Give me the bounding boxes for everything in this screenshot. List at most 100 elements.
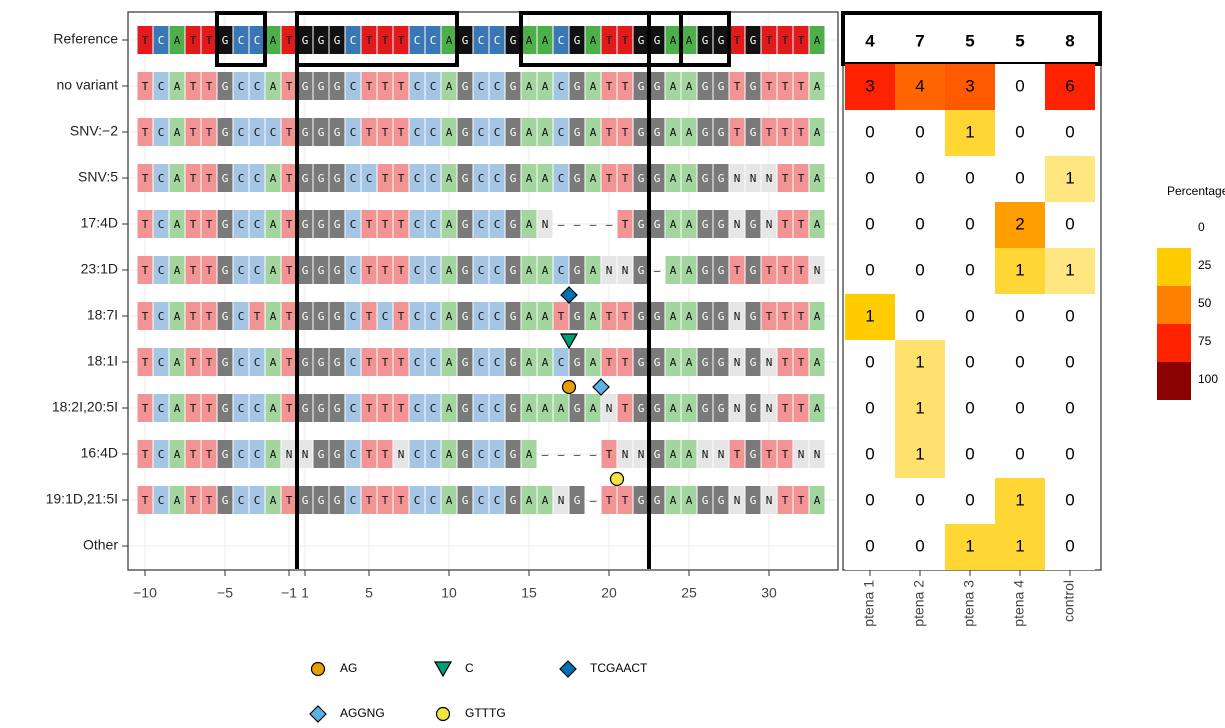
base-letter: A	[446, 126, 453, 139]
base-letter: C	[494, 356, 501, 369]
base-letter: N	[302, 448, 309, 461]
base-letter: G	[318, 34, 325, 47]
x-tick-label: 30	[761, 585, 777, 601]
base-cell	[137, 256, 153, 284]
row-label: 18:7I	[87, 307, 118, 323]
base-cell	[489, 164, 505, 192]
base-cell	[329, 256, 345, 284]
base-letter: A	[526, 34, 533, 47]
base-cell	[441, 26, 457, 54]
base-letter: C	[430, 448, 437, 461]
base-letter: T	[286, 80, 293, 93]
base-letter: G	[510, 34, 517, 47]
base-cell	[713, 486, 729, 514]
base-letter: –	[654, 264, 661, 277]
base-cell	[713, 302, 729, 330]
legend-symbol	[559, 660, 577, 678]
base-cell	[665, 302, 681, 330]
base-letter: T	[206, 264, 213, 277]
heat-cell	[845, 64, 895, 110]
base-cell	[361, 394, 377, 422]
base-cell	[473, 26, 489, 54]
base-cell	[137, 348, 153, 376]
base-letter: C	[478, 310, 485, 323]
base-letter: G	[702, 402, 709, 415]
insertion-marker	[561, 379, 577, 395]
base-letter: A	[814, 402, 821, 415]
base-cell	[297, 72, 313, 100]
base-letter: C	[350, 310, 357, 323]
base-cell	[217, 164, 233, 192]
base-letter: G	[302, 34, 309, 47]
base-letter: A	[446, 494, 453, 507]
base-letter: G	[702, 80, 709, 93]
base-cell	[201, 348, 217, 376]
base-cell	[697, 394, 713, 422]
base-cell	[345, 210, 361, 238]
base-letter: N	[798, 448, 805, 461]
base-cell	[761, 26, 777, 54]
base-letter: A	[590, 126, 597, 139]
base-letter: N	[766, 172, 773, 185]
base-letter: T	[286, 218, 293, 231]
base-letter: G	[318, 356, 325, 369]
base-letter: C	[350, 402, 357, 415]
base-cell	[377, 348, 393, 376]
base-letter: A	[270, 310, 277, 323]
base-cell	[265, 486, 281, 514]
base-letter: A	[542, 402, 549, 415]
base-cell	[569, 72, 585, 100]
base-letter: T	[286, 310, 293, 323]
base-cell	[633, 256, 649, 284]
heat-cell	[1045, 524, 1095, 570]
base-letter: A	[174, 34, 181, 47]
base-cell	[537, 118, 553, 146]
base-cell	[377, 26, 393, 54]
base-cell	[809, 302, 825, 330]
base-cell	[233, 394, 249, 422]
base-letter: T	[206, 80, 213, 93]
count-label: 0	[1065, 398, 1074, 417]
base-cell	[489, 210, 505, 238]
count-label: 0	[865, 536, 874, 555]
base-cell	[457, 486, 473, 514]
base-letter: C	[478, 356, 485, 369]
base-cell	[201, 72, 217, 100]
legend-label: C	[465, 661, 474, 675]
base-cell	[249, 394, 265, 422]
count-label: 1	[1015, 490, 1024, 509]
base-cell	[329, 440, 345, 468]
base-letter: A	[686, 34, 693, 47]
row-label: no variant	[57, 77, 119, 93]
base-cell	[649, 348, 665, 376]
x-tick-label: 1	[301, 585, 309, 601]
count-label: 0	[915, 260, 924, 279]
heat-cell	[945, 386, 995, 432]
base-cell	[713, 210, 729, 238]
row-label: 16:4D	[81, 445, 118, 461]
count-label: 0	[1015, 122, 1024, 141]
base-letter: A	[526, 172, 533, 185]
base-cell	[393, 72, 409, 100]
row-label: Reference	[53, 31, 118, 47]
base-cell	[537, 164, 553, 192]
heat-cell	[1045, 156, 1095, 202]
base-letter: G	[334, 264, 341, 277]
base-cell	[713, 26, 729, 54]
base-cell	[633, 348, 649, 376]
base-cell	[233, 164, 249, 192]
base-letter: T	[798, 34, 805, 47]
base-letter: G	[574, 172, 581, 185]
base-letter: G	[510, 264, 517, 277]
base-cell	[377, 210, 393, 238]
base-letter: C	[478, 448, 485, 461]
legend-tick: 0	[1198, 220, 1205, 234]
base-letter: C	[414, 264, 421, 277]
base-letter: N	[638, 448, 645, 461]
base-cell	[633, 486, 649, 514]
base-letter: G	[718, 310, 725, 323]
base-cell	[665, 164, 681, 192]
heat-cell	[945, 248, 995, 294]
base-cell	[553, 26, 569, 54]
base-cell	[137, 72, 153, 100]
